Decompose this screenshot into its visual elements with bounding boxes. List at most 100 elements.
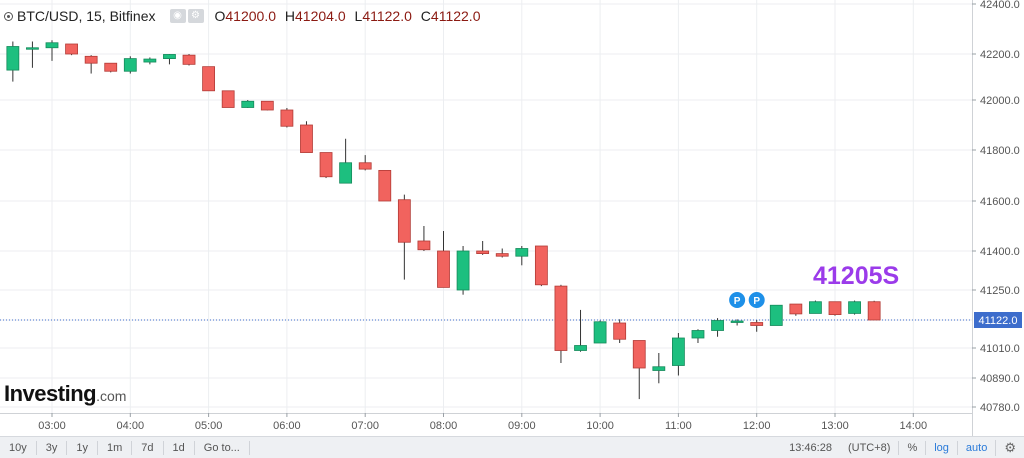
candle-body[interactable]: [339, 162, 353, 184]
range-1m[interactable]: 1m: [98, 440, 133, 455]
candle-body[interactable]: [711, 320, 724, 331]
x-tick-label: 10:00: [586, 420, 614, 432]
candle-body[interactable]: [867, 301, 881, 321]
last-price-box: [974, 312, 1022, 328]
goto-button[interactable]: Go to...: [195, 440, 250, 455]
candle-body[interactable]: [241, 100, 255, 108]
percent-toggle[interactable]: %: [898, 440, 925, 455]
high-key: H: [284, 8, 296, 24]
close-value: 41122.0: [430, 8, 481, 24]
candle-body[interactable]: [476, 250, 490, 254]
y-tick-label: 41800.0: [980, 145, 1020, 157]
range-3y[interactable]: 3y: [37, 440, 68, 455]
open-key: O: [214, 8, 226, 24]
candle-body[interactable]: [378, 169, 392, 202]
symbol-title[interactable]: BTC/USD, 15, Bitfinex: [17, 8, 156, 24]
x-tick-label: 09:00: [508, 420, 536, 432]
candle-body[interactable]: [202, 66, 216, 92]
candle-body[interactable]: [672, 337, 685, 366]
y-tick-label: 41010.0: [980, 343, 1020, 355]
candle-body[interactable]: [300, 124, 313, 153]
last-price-label: 41122.0: [979, 315, 1018, 327]
candle-body[interactable]: [632, 340, 646, 369]
candle-body[interactable]: [495, 253, 509, 257]
candle-body[interactable]: [730, 320, 744, 323]
low-key: L: [354, 8, 363, 24]
range-10y[interactable]: 10y: [0, 440, 37, 455]
candle-body[interactable]: [45, 42, 59, 49]
candle-body[interactable]: [456, 250, 470, 291]
candle-body[interactable]: [65, 43, 78, 55]
auto-toggle[interactable]: auto: [956, 440, 995, 455]
clock-time: 13:46:28: [789, 441, 832, 454]
candle-body[interactable]: [691, 330, 705, 339]
settings-icon[interactable]: ⚙: [187, 9, 204, 23]
candle-body[interactable]: [143, 58, 157, 63]
low-value: 41122.0: [362, 8, 412, 24]
candle-body[interactable]: [534, 245, 548, 286]
candle-body[interactable]: [789, 303, 803, 315]
candle-body[interactable]: [26, 47, 39, 50]
logo-suffix: .com: [96, 388, 127, 404]
candle-body[interactable]: [613, 322, 627, 340]
candle-body[interactable]: [280, 109, 294, 127]
p-marker-label: P: [753, 296, 760, 307]
p-marker[interactable]: [748, 292, 765, 308]
candle-body[interactable]: [123, 58, 137, 72]
x-tick-label: 12:00: [743, 420, 771, 432]
x-tick-label: 05:00: [195, 420, 223, 432]
x-tick-label: 04:00: [117, 420, 145, 432]
candle-body[interactable]: [652, 366, 666, 371]
x-tick-label: 13:00: [821, 420, 849, 432]
candle-body[interactable]: [260, 100, 274, 111]
symbol-icon[interactable]: [4, 11, 13, 21]
price-annotation: 41205S: [813, 262, 900, 290]
candle-body[interactable]: [319, 152, 333, 178]
x-tick-label: 07:00: [351, 420, 379, 432]
range-1y[interactable]: 1y: [67, 440, 98, 455]
logo-main: Investing: [4, 381, 97, 406]
header-buttons: ◉ ⚙: [169, 9, 204, 23]
candle-body[interactable]: [515, 248, 529, 257]
y-tick-label: 42200.0: [980, 49, 1020, 61]
timezone-button[interactable]: (UTC+8): [847, 441, 891, 454]
candle-body[interactable]: [6, 46, 20, 71]
log-toggle[interactable]: log: [925, 440, 957, 455]
eye-icon[interactable]: ◉: [169, 9, 186, 23]
candle-body[interactable]: [397, 199, 411, 243]
candle-body[interactable]: [848, 301, 861, 314]
chart-header: BTC/USD, 15, Bitfinex ◉ ⚙ O41200.0 H4120…: [0, 0, 480, 32]
p-marker[interactable]: [729, 292, 746, 308]
candle-body[interactable]: [574, 345, 587, 351]
y-tick-label: 40780.0: [980, 402, 1020, 414]
candle-body[interactable]: [358, 162, 372, 170]
candle-body[interactable]: [417, 240, 431, 251]
candle-body[interactable]: [221, 90, 235, 108]
close-key: C: [420, 8, 431, 24]
x-tick-label: 06:00: [273, 420, 301, 432]
gear-icon[interactable]: ⚙: [995, 439, 1024, 456]
bottom-toolbar: 10y 3y 1y 1m 7d 1d Go to... 13:46:28 (UT…: [0, 436, 1024, 458]
candle-body[interactable]: [750, 322, 764, 326]
candle-body[interactable]: [809, 301, 822, 314]
candle-body[interactable]: [104, 62, 118, 72]
candle-body[interactable]: [593, 321, 607, 344]
x-tick-label: 03:00: [38, 420, 66, 432]
candle-body[interactable]: [84, 55, 98, 64]
candle-body[interactable]: [769, 304, 783, 326]
range-7d[interactable]: 7d: [132, 440, 164, 455]
candle-body[interactable]: [554, 285, 568, 351]
ohlc-readout: O41200.0 H41204.0 L41122.0 C41122.0: [210, 8, 481, 24]
y-tick-label: 41400.0: [980, 246, 1020, 258]
range-1d[interactable]: 1d: [164, 440, 195, 455]
candle-body[interactable]: [182, 54, 196, 65]
bottom-right-controls: 13:46:28 (UTC+8) % log auto ⚙: [781, 439, 1024, 456]
candle-body[interactable]: [163, 54, 176, 59]
candle-body[interactable]: [437, 250, 450, 288]
p-marker-label: P: [734, 296, 741, 307]
candle-body[interactable]: [828, 301, 842, 316]
x-tick-label: 14:00: [900, 420, 928, 432]
y-tick-label: 41250.0: [980, 285, 1020, 297]
open-value: 41200.0: [225, 8, 276, 24]
